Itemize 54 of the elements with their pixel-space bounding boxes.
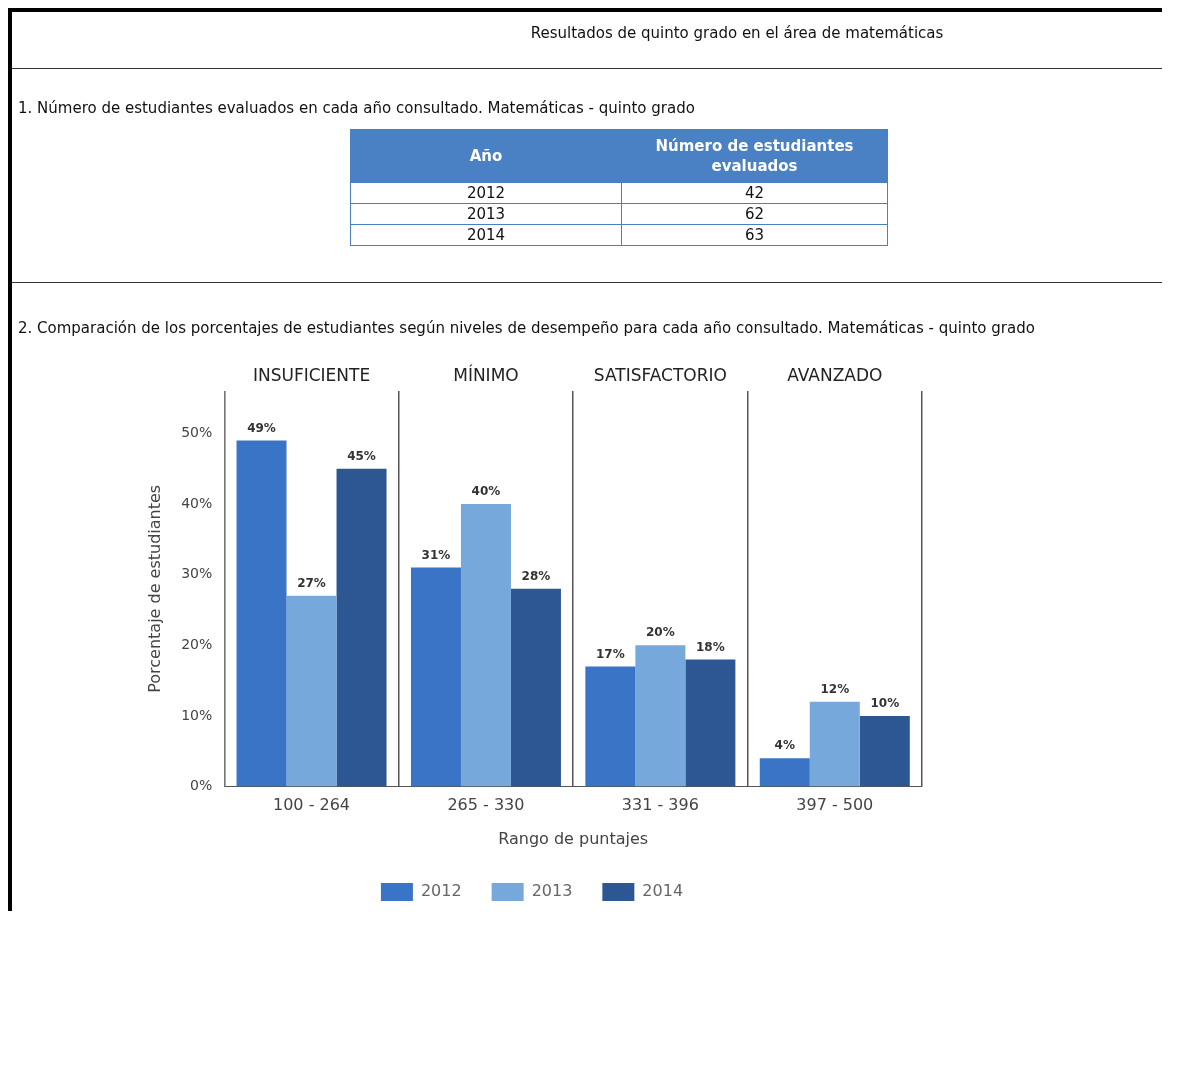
category-label: 2012 <box>350 182 622 204</box>
text: Año <box>350 129 622 183</box>
data-label: 31% <box>421 547 451 562</box>
y-tick-label: 10% <box>181 706 213 723</box>
data-label: 4% <box>774 738 795 753</box>
text: 1. Número de estudiantes evaluados en cada año consultado. Matemáticas - quinto grado <box>18 99 696 117</box>
bar <box>236 440 287 787</box>
bar <box>410 567 461 787</box>
x-tick-label: 100 - 264 <box>273 795 351 815</box>
data-label: 45% <box>347 448 376 463</box>
data-label: 18% <box>696 639 725 654</box>
text: AVANZADO <box>787 364 883 385</box>
data-label: 49% <box>247 420 276 435</box>
chart-title: 2. Comparación de los porcentajes de estudiantes según niveles de desempeño para cada año consultado. Matemáticas - quinto grado <box>18 319 1036 337</box>
data-label: 27% <box>297 575 326 590</box>
data-label: 10% <box>870 696 900 711</box>
text: Resultados de quinto grado en el área de matemáticas <box>12 12 1162 69</box>
data-label: 63 <box>621 224 888 246</box>
data-label: 42 <box>621 182 888 204</box>
data-label: 40% <box>471 484 501 499</box>
legend-label: 2013 <box>531 881 573 901</box>
bar <box>685 659 736 787</box>
bar <box>635 645 686 787</box>
bar <box>859 715 910 787</box>
bar <box>336 468 387 787</box>
data-label: 28% <box>521 568 551 583</box>
y-tick-label: 40% <box>181 494 213 511</box>
x-tick-label: 331 - 396 <box>621 795 699 815</box>
bar <box>809 701 860 787</box>
bar <box>510 588 561 787</box>
y-tick-label: 0% <box>190 777 213 794</box>
bar <box>286 595 337 787</box>
bar <box>759 758 810 787</box>
y-tick-label: 30% <box>181 565 213 582</box>
y-tick-label: 50% <box>181 424 213 441</box>
bar <box>460 504 511 787</box>
data-label: 17% <box>596 646 625 661</box>
text: Número de estudiantes evaluados <box>621 129 888 183</box>
category-label: 2013 <box>350 203 622 225</box>
data-label: 20% <box>646 625 675 640</box>
text: MÍNIMO <box>453 363 519 385</box>
legend-label: 2014 <box>642 881 684 901</box>
y-axis-title: Porcentaje de estudiantes <box>144 484 164 693</box>
x-axis-title: Rango de puntajes <box>498 828 649 848</box>
data-label: 62 <box>621 203 888 225</box>
y-tick-label: 20% <box>181 635 213 652</box>
text: INSUFICIENTE <box>252 364 371 385</box>
text: SATISFACTORIO <box>593 364 727 385</box>
x-tick-label: 265 - 330 <box>447 795 525 815</box>
data-label: 12% <box>820 681 850 696</box>
x-tick-label: 397 - 500 <box>796 795 874 815</box>
legend-label: 2012 <box>420 881 462 901</box>
bar <box>585 666 636 787</box>
category-label: 2014 <box>350 224 622 246</box>
